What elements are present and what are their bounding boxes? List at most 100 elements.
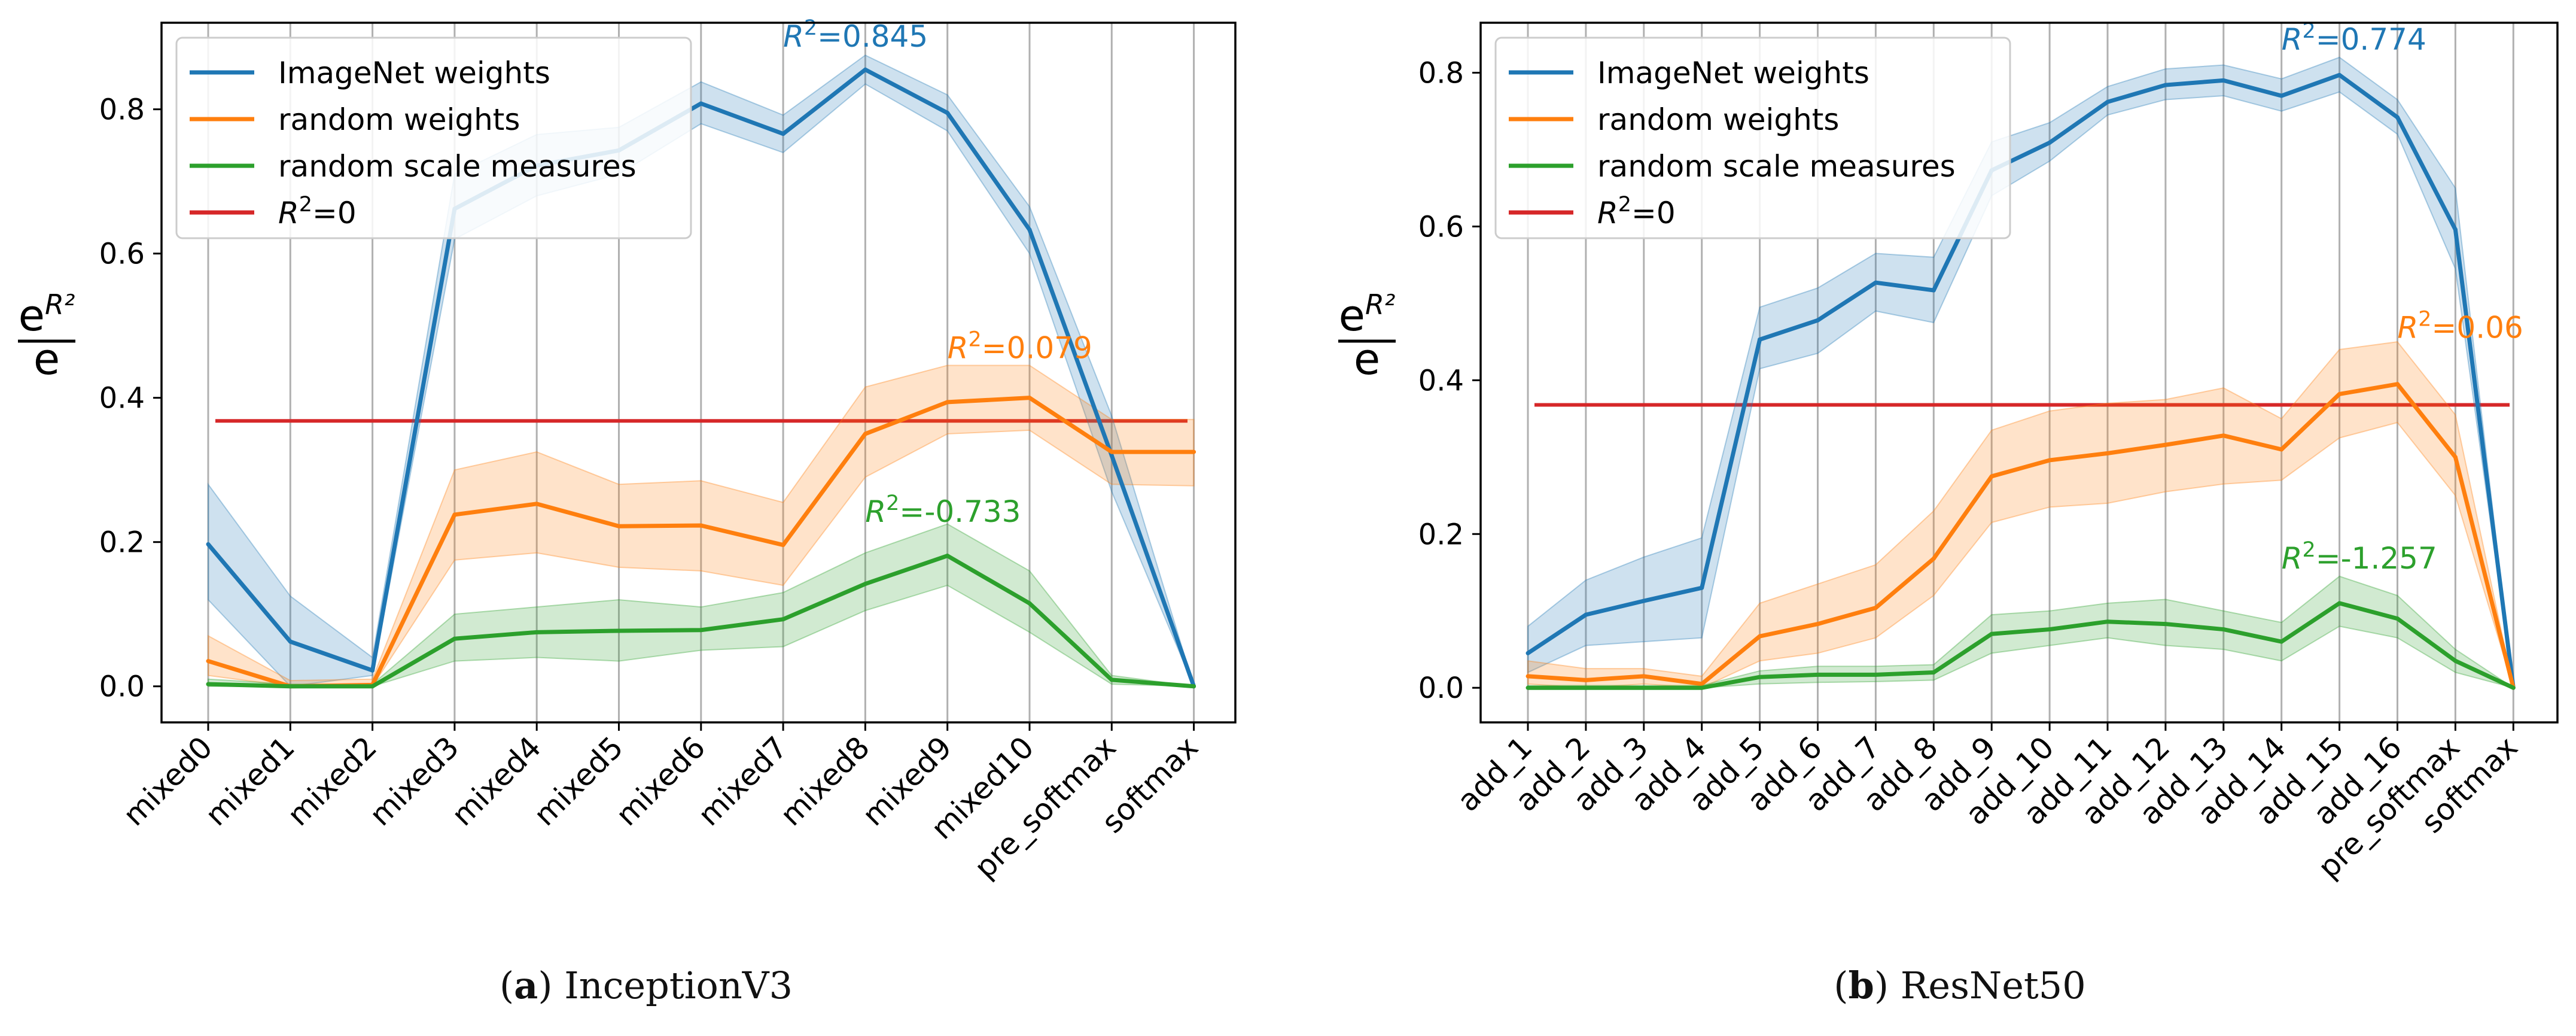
- legend-label-zero: R2=0: [278, 193, 357, 230]
- point-random_scale-14: [2337, 601, 2342, 606]
- point-random_scale-10: [1027, 601, 1032, 606]
- point-random_weights-14: [2337, 391, 2342, 396]
- point-random_scale-2: [370, 684, 375, 689]
- point-imagenet-6: [1873, 280, 1878, 285]
- point-imagenet-14: [2337, 72, 2342, 77]
- point-imagenet-0: [206, 542, 211, 546]
- annotation-imagenet: R2=0.845: [783, 16, 928, 54]
- point-random_weights-10: [2105, 451, 2110, 455]
- point-random_scale-4: [1758, 675, 1762, 679]
- point-random_weights-3: [1700, 682, 1704, 686]
- point-imagenet-15: [2395, 115, 2400, 120]
- point-random_scale-11: [1109, 677, 1114, 682]
- ytick-label-0.4: 0.4: [1418, 364, 1464, 397]
- point-random_scale-17: [2511, 685, 2516, 690]
- point-imagenet-8: [863, 67, 867, 72]
- legend-label-random_weights: random weights: [1597, 102, 1839, 137]
- point-random_weights-6: [699, 523, 704, 528]
- point-random_scale-15: [2395, 616, 2400, 621]
- point-imagenet-5: [1816, 318, 1820, 323]
- point-random_weights-13: [2279, 447, 2284, 452]
- point-random_weights-16: [2453, 455, 2458, 460]
- point-random_weights-9: [945, 400, 950, 405]
- annotation-random_scale: R2=-0.733: [865, 491, 1021, 529]
- point-random_scale-13: [2279, 639, 2284, 644]
- point-random_weights-1: [1584, 677, 1588, 682]
- point-random_weights-10: [1027, 396, 1032, 400]
- axes-frame: [160, 22, 1237, 724]
- point-random_weights-0: [206, 659, 211, 664]
- line-imagenet: [1527, 72, 2516, 688]
- point-random_weights-2: [1642, 674, 1646, 679]
- point-imagenet-10: [1027, 227, 1032, 232]
- point-random_weights-12: [2221, 433, 2226, 438]
- point-imagenet-0: [1525, 651, 1530, 655]
- legend-label-random_scale: random scale measures: [1597, 149, 1956, 184]
- point-random_scale-3: [452, 636, 457, 641]
- point-random_weights-4: [534, 502, 539, 506]
- ylabel-numerator: eR²: [1339, 288, 1396, 341]
- ytick-label-0.4: 0.4: [99, 382, 145, 415]
- legend-box: [175, 37, 692, 239]
- ytick-label-0.0: 0.0: [1418, 672, 1464, 705]
- xtick-label-mixed4: mixed4: [445, 730, 548, 833]
- point-random_scale-12: [1192, 684, 1196, 689]
- xtick-label-pre_softmax: pre_softmax: [967, 730, 1122, 885]
- xtick-label-mixed1: mixed1: [199, 730, 302, 833]
- chart-resnet50: R2=0.774R2=0.06R2=-1.2570.00.20.40.60.8a…: [1338, 19, 2559, 885]
- point-random_weights-12: [1192, 449, 1196, 454]
- caption-b: (b) ResNet50: [1834, 964, 2086, 1007]
- ytick-label-0.6: 0.6: [1418, 210, 1464, 244]
- ylabel-denominator: e: [1354, 334, 1380, 384]
- legend-label-imagenet: ImageNet weights: [1597, 56, 1869, 90]
- point-imagenet-4: [1758, 337, 1762, 342]
- point-random_scale-9: [945, 554, 950, 558]
- point-random_scale-6: [699, 628, 704, 633]
- axes-frame: [1479, 22, 2559, 724]
- xtick-label-mixed6: mixed6: [609, 730, 712, 833]
- annotation-random_weights: R2=0.06: [2398, 308, 2523, 345]
- xtick-label-mixed5: mixed5: [527, 730, 630, 833]
- point-random_weights-3: [452, 512, 457, 517]
- point-imagenet-12: [2221, 78, 2226, 83]
- ytick-label-0.6: 0.6: [99, 238, 145, 271]
- ylabel-numerator: eR²: [19, 288, 75, 341]
- legend: ImageNet weights random weights random sca…: [175, 37, 692, 239]
- point-random_weights-8: [1989, 474, 1994, 479]
- annotation-imagenet: R2=0.774: [2282, 19, 2426, 57]
- point-imagenet-11: [1109, 453, 1114, 458]
- annotation-random_scale: R2=-1.257: [2282, 538, 2437, 576]
- xtick-label-mixed7: mixed7: [692, 730, 794, 833]
- point-imagenet-16: [2453, 227, 2458, 232]
- point-random_scale-16: [2453, 658, 2458, 663]
- point-random_scale-8: [863, 582, 867, 587]
- xtick-label-mixed3: mixed3: [363, 730, 466, 833]
- point-imagenet-7: [781, 132, 785, 136]
- ytick-label-0.8: 0.8: [1418, 57, 1464, 90]
- point-imagenet-9: [945, 111, 950, 116]
- point-imagenet-13: [2279, 93, 2284, 98]
- point-imagenet-6: [699, 101, 704, 106]
- band-random_weights: [1527, 341, 2514, 689]
- point-random_scale-2: [1642, 685, 1646, 690]
- point-random_weights-11: [2163, 442, 2168, 447]
- point-random_scale-12: [2221, 627, 2226, 632]
- annotation-random_weights: R2=0.079: [948, 327, 1092, 365]
- point-random_weights-7: [1931, 556, 1936, 561]
- point-random_scale-9: [2047, 627, 2052, 632]
- point-random_weights-11: [1109, 449, 1114, 454]
- legend-label-random_weights: random weights: [278, 102, 520, 137]
- legend-label-zero: R2=0: [1597, 193, 1676, 230]
- ytick-label-0.0: 0.0: [99, 670, 145, 704]
- xtick-label-mixed2: mixed2: [281, 730, 383, 833]
- point-random_weights-7: [781, 543, 785, 548]
- point-random_scale-7: [1931, 670, 1936, 675]
- point-imagenet-3: [1700, 585, 1704, 590]
- point-random_weights-9: [2047, 458, 2052, 463]
- point-random_weights-5: [617, 524, 621, 528]
- ytick-label-0.2: 0.2: [99, 526, 145, 560]
- point-imagenet-10: [2105, 99, 2110, 104]
- chart-inceptionv3: R2=0.845 R2=0.079 R2=-0.733 0.0 0.2 0.4 0.6 0.8…: [18, 16, 1237, 885]
- point-random_scale-1: [1584, 685, 1588, 690]
- point-imagenet-1: [1584, 612, 1588, 617]
